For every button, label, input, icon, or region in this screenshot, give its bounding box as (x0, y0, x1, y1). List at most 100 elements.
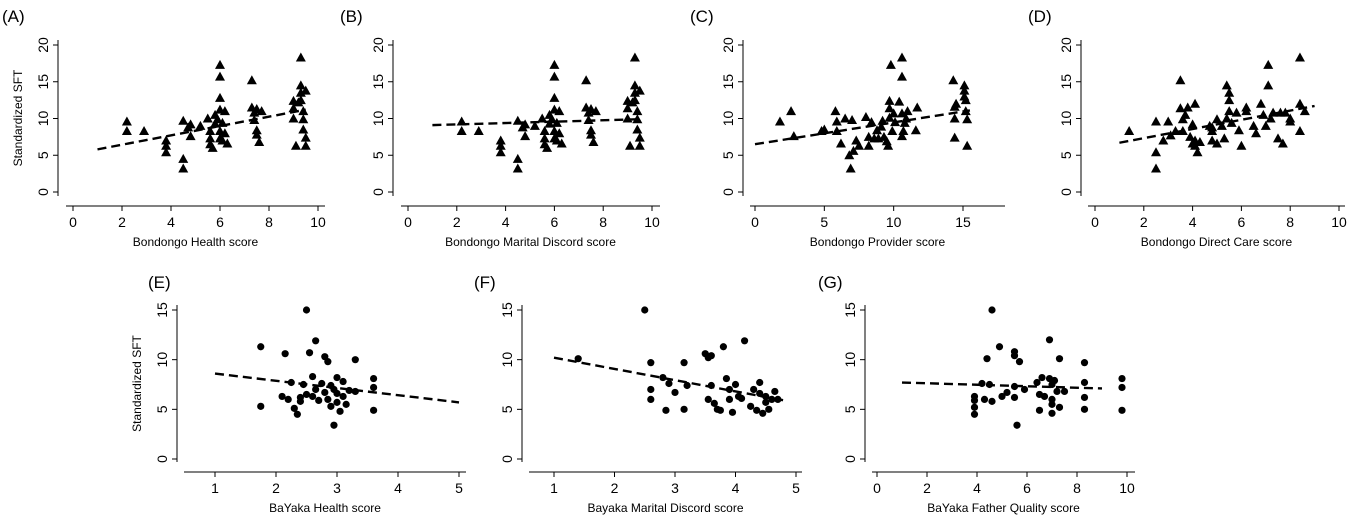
data-point (680, 405, 688, 413)
data-point (866, 117, 877, 127)
data-point (1265, 113, 1276, 123)
data-point (281, 350, 289, 358)
x-tick-label: 10 (644, 214, 660, 230)
x-axis-label: Bondongo Direct Care score (1141, 235, 1293, 249)
data-point (632, 106, 643, 116)
y-tick-label: 10 (499, 352, 515, 368)
data-point (683, 381, 691, 390)
data-point (680, 359, 688, 367)
data-point (219, 106, 230, 116)
data-point (1224, 106, 1235, 116)
data-point (722, 374, 731, 383)
data-point (632, 124, 643, 134)
x-tick-label: 10 (310, 214, 326, 230)
data-point (1180, 109, 1191, 119)
data-point (205, 125, 216, 135)
data-point (1010, 393, 1019, 402)
data-point (312, 337, 320, 345)
data-point (324, 358, 332, 366)
data-point (1299, 106, 1310, 116)
data-point (725, 395, 734, 403)
data-point (622, 113, 633, 123)
data-point (1233, 125, 1244, 135)
data-point (549, 59, 560, 69)
data-point (370, 406, 378, 414)
data-point (962, 140, 973, 150)
data-point (847, 114, 858, 124)
data-point (995, 343, 1004, 351)
data-point (1048, 409, 1056, 417)
data-point (161, 140, 172, 150)
data-point (877, 115, 888, 125)
fit-line (1119, 104, 1315, 144)
data-point (840, 113, 851, 123)
data-point (1255, 98, 1266, 108)
data-point (1003, 388, 1011, 397)
data-point (207, 142, 218, 152)
data-point (1263, 59, 1274, 69)
y-tick-label: 10 (154, 352, 170, 368)
data-point (1163, 116, 1174, 126)
data-point (215, 71, 225, 81)
data-point (298, 124, 309, 134)
data-point (1151, 163, 1161, 173)
data-point (330, 421, 338, 429)
x-axis-label: Bondongo Marital Discord score (445, 235, 616, 249)
x-tick-label: 4 (1189, 214, 1197, 230)
data-point (539, 125, 550, 135)
data-point (1212, 114, 1222, 124)
data-point (629, 95, 640, 105)
data-point (1050, 376, 1059, 385)
y-tick-label: 15 (370, 74, 386, 90)
data-point (910, 125, 921, 135)
data-point (554, 106, 565, 116)
data-point (970, 396, 979, 404)
data-point (342, 400, 350, 408)
data-point (495, 135, 506, 145)
y-tick-label: 5 (842, 405, 858, 413)
data-point (753, 406, 761, 414)
data-point (948, 75, 959, 85)
data-point (251, 129, 262, 139)
data-point (537, 113, 548, 123)
panel-label: (A) (2, 7, 25, 26)
y-tick-label: 10 (720, 111, 736, 127)
data-point (549, 92, 560, 102)
data-point (771, 387, 779, 396)
data-point (495, 147, 506, 157)
data-point (1013, 421, 1021, 429)
data-point (959, 85, 970, 95)
data-point (1048, 395, 1056, 403)
y-tick-label: 15 (154, 302, 170, 318)
data-point (257, 343, 265, 351)
data-point (707, 352, 715, 360)
x-tick-label: 6 (551, 214, 559, 230)
data-point (284, 395, 292, 403)
fit-line (901, 381, 1103, 390)
x-tick-label: 4 (394, 480, 402, 496)
data-point (333, 389, 341, 398)
data-point (710, 399, 718, 407)
data-point (902, 106, 913, 116)
data-point (1221, 113, 1232, 123)
y-tick-label: 0 (154, 455, 170, 463)
data-point (887, 125, 898, 135)
x-tick-label: 10 (886, 214, 902, 230)
data-point (896, 52, 907, 62)
data-point (1294, 52, 1305, 62)
data-point (998, 392, 1006, 401)
data-point (257, 402, 265, 410)
data-point (370, 374, 378, 383)
data-point (768, 395, 776, 403)
data-point (1060, 387, 1069, 396)
data-point (473, 125, 484, 135)
y-tick-label: 5 (1058, 151, 1074, 159)
y-tick-label: 20 (720, 37, 736, 53)
y-tick-label: 10 (842, 352, 858, 368)
data-point (896, 71, 907, 81)
chart-panel-6: (G) 0 5 10 15 0 2 4 6 8 10 BaYaka Father Quality sc… (818, 273, 1135, 515)
data-point (1207, 122, 1218, 132)
data-point (586, 129, 596, 139)
data-point (898, 125, 909, 135)
